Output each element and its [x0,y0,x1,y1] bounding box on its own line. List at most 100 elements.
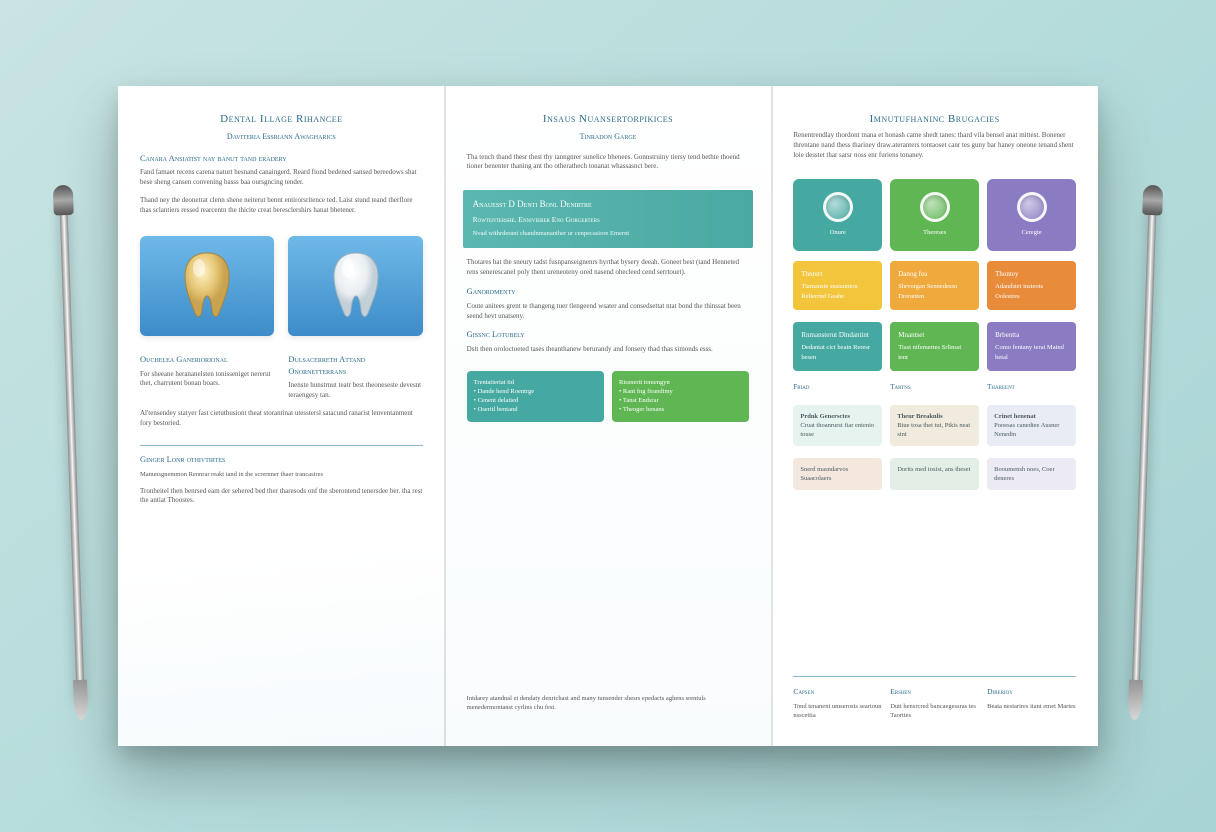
panel3-footer: Capsen Tond tenanent umserosts seartoun … [793,676,1076,720]
info-card: Thontey Adandstet insieots Oolestres [987,261,1076,310]
card-title: Rnmansterut Dlndantint [801,330,874,341]
sec2-body: Dstt then oroloctoeted tases theanthanew… [467,345,750,355]
dental-tool-right [1131,200,1156,700]
info-card: Thnrert Tiamansie snsiannion Relierrnd G… [793,261,882,310]
panel2-subtitle: Tinradon Garge [467,131,750,142]
panel2-title: Insaus Nuansertorpikices [467,112,750,127]
info-card: Brbentta Como fentany terat Maind betal [987,322,1076,371]
panel1-caption: Canara Ansiatist nay banut tand eradery [140,153,423,165]
tooth-icon [326,248,386,323]
callout-line: Rant fng firandimy [619,388,673,395]
ring-icon [823,192,853,222]
card-title: Thnrert [801,269,874,280]
th: Tartns [890,383,979,393]
callout-line: Tanst Endsrar [619,397,659,404]
card-body: Adandstet insieots Oolestres [995,283,1043,300]
info-card: Rnmansterut Dlndantint Dedantat cict bea… [793,322,882,371]
divider [140,445,423,446]
panel1-intro: Fand famaet recens carena naturt hesnand… [140,168,423,188]
table-cell: Dorits med tosist, ans theset [890,458,979,490]
panel1-title: Dental Illage Rihancee [140,112,423,127]
callout-1: Trentatiertat tid Dande hend Roentrge Ce… [467,371,604,421]
th: Friad [793,383,882,393]
table-cell: Snerd masndarvos Suaacolaers [793,458,882,490]
col-left-head: Ouchelea Ganeriorional [140,354,274,366]
foot-head: Direrioy [987,687,1076,698]
foot-head: Ersben [890,687,979,698]
card-title: Thontey [995,269,1068,280]
sec2-head: Gissnc Lotubely [467,329,750,341]
tooth-card-white [288,236,422,336]
panel1-para3: Al'tensendey statyer fast cietuthusiont … [140,409,423,429]
col-right-body: Inenste hunstrnut teatr best theoneseste… [288,381,422,401]
card-body: Como fentany terat Maind betal [995,344,1064,361]
panel1-two-col: Ouchelea Ganeriorional For sheeane heran… [140,354,423,409]
card-body: Tiast nifemertes Srlinsst tent [898,344,961,361]
panel-middle: Insaus Nuansertorpikices Tinradon Garge … [445,86,772,746]
info-row-2: Rnmansterut Dlndantint Dedantat cict bea… [793,322,1076,371]
tooth-card-gold [140,236,274,336]
icon-label: Onure [830,228,846,237]
cell-title: Crinet henenat [994,413,1036,420]
panel2-intro: Tha tench thand thesr thest thy tanngnre… [467,153,750,173]
dental-tool-left [59,200,84,700]
cell-body: Booumensh noes, Coer deneres [994,466,1054,482]
icon-label: Ceregte [1021,228,1041,237]
cell-title: Prdnk Genersctes [800,413,850,420]
foot-body: Beata nestarires itant emet Martes [987,703,1075,710]
mid-body: Thotares bat the sneury tadst fusnpansei… [467,258,750,278]
panel2-footer: Intdarey atandnal et dendaty denrichast … [467,694,750,712]
mid-sub: Rowtentershe. Ennivierer Eno Gorgerters [473,215,744,226]
table-header: Friad Tartns Thareent [793,383,1076,393]
foot-col: Capsen Tond tenanent umserosts seartoun … [793,687,882,720]
callout-title: Rissnertt tomengyn [619,379,670,386]
cell-body: Biue tosa thet tut, Ptkis neat sint [897,422,970,438]
panel1-para2: Thand ney the deonetrat clenn shene neit… [140,196,423,216]
info-row-1: Thnrert Tiamansie snsiannion Relierrnd G… [793,261,1076,310]
cell-body: Cruat thoanrurst fiar entenio touse [800,422,874,438]
card-body: Shrvorgan Sennedessn Dreranten [898,283,957,300]
callout-line: Cenent delatied [474,397,519,404]
sec1-head: Ganordmenty [467,286,750,298]
sec1-body: Coute anitees grent te thangeng tuer tle… [467,302,750,322]
callout-line: Oseritl bentand [474,406,518,413]
info-card: Danog fea Shrvorgan Sennedessn Dreranten [890,261,979,310]
th: Thareent [987,383,1076,393]
card-title: Brbentta [995,330,1068,341]
panel1-bottom-caption: Manunsgnemmon Rennrar reakt tand in the … [140,470,423,479]
tooth-row [140,236,423,336]
icon-label: Thereses [923,228,946,237]
panel1-subtitle: Daviteria Essriann Awagharics [140,131,423,142]
card-body: Dedantat cict beain Reresr besen [801,344,870,361]
panel2-highlight-band: Anauesst D Denti Bonl Denirtre Rowtenter… [463,190,754,248]
panel-right: Imnutufhaninc Brugacies Renentrendlay th… [771,86,1098,746]
foot-body: Tond tenanent umserosts seartoun nsscett… [793,703,881,719]
callout-2: Rissnertt tomengyn Rant fng firandimy Ta… [612,371,749,421]
table-row-2: Snerd masndarvos Suaacolaers Dorits med … [793,458,1076,490]
col-right-head: Dulsacerreth Attand Onornetterrans [288,354,422,378]
brochure: Dental Illage Rihancee Daviteria Essrian… [118,86,1098,746]
foot-head: Capsen [793,687,882,698]
panel3-title: Imnutufhaninc Brugacies [793,112,1076,127]
table-cell: Prdnk Genersctes Cruat thoanrurst fiar e… [793,405,882,446]
panel-left: Dental Illage Rihancee Daviteria Essrian… [118,86,445,746]
panel3-intro: Renentrendlay thordont tnana et honash c… [793,131,1076,160]
ring-icon [920,192,950,222]
icon-card: Ceregte [987,179,1076,251]
foot-col: Ersben Dutt hensrcred bancaegessras tes … [890,687,979,720]
callout-line: Dande hend Roentrge [474,388,534,395]
tooth-icon [177,248,237,323]
icon-card: Onure [793,179,882,251]
cell-body: Pooesas canedtee Ausner Nenedin [994,422,1059,438]
callout-title: Trentatiertat tid [474,379,514,386]
cell-body: Snerd masndarvos Suaacolaers [800,466,848,482]
card-title: Danog fea [898,269,971,280]
foot-col: Direrioy Beata nestarires itant emet Mar… [987,687,1076,720]
fold-line-2 [771,86,773,746]
col-left-body: For sheeane herananelsten tonisseniget n… [140,370,274,390]
table-cell: Theur Breaknlis Biue tosa thet tut, Ptki… [890,405,979,446]
mid-head: Anauesst D Denti Bonl Denirtre [473,198,744,211]
card-body: Tiamansie snsiannion Relierrnd Geahe [801,283,857,300]
icon-card: Thereses [890,179,979,251]
foot-body: Dutt hensrcred bancaegessras tes Taortte… [890,703,976,719]
